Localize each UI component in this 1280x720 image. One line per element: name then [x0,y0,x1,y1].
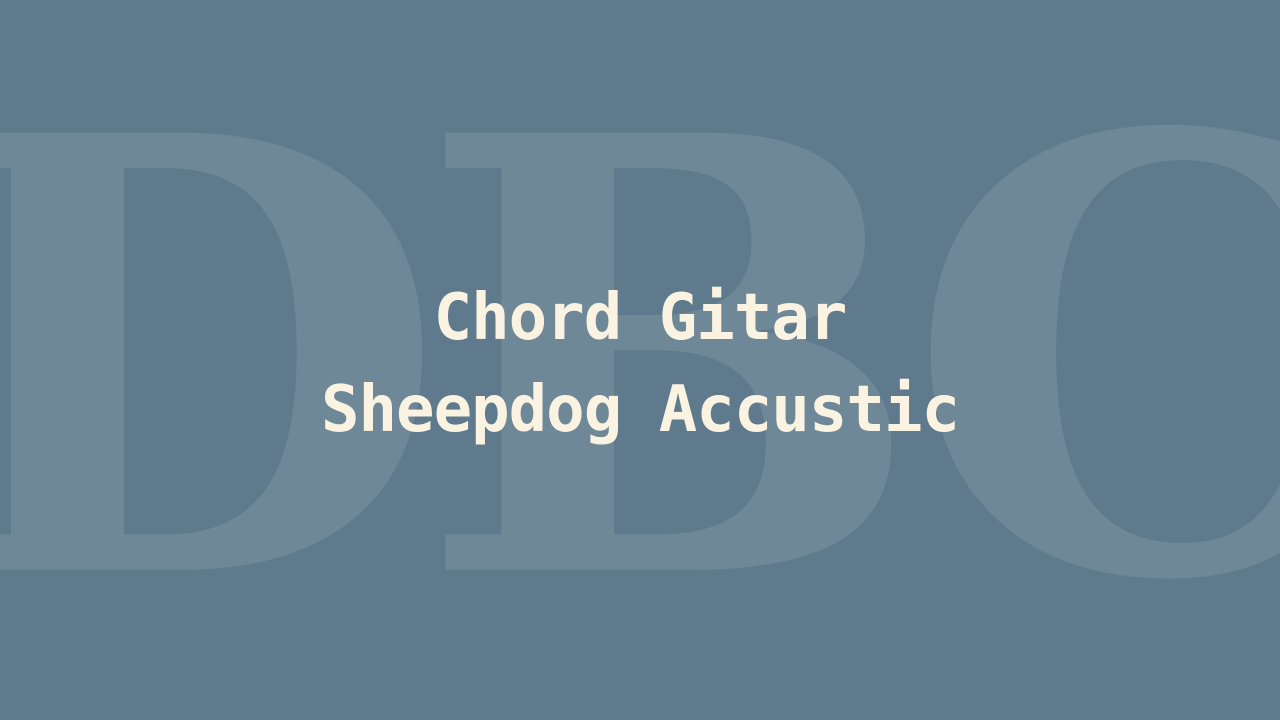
title-line-1: Chord Gitar [433,281,848,355]
title-line-2: Sheepdog Accustic [320,373,960,447]
